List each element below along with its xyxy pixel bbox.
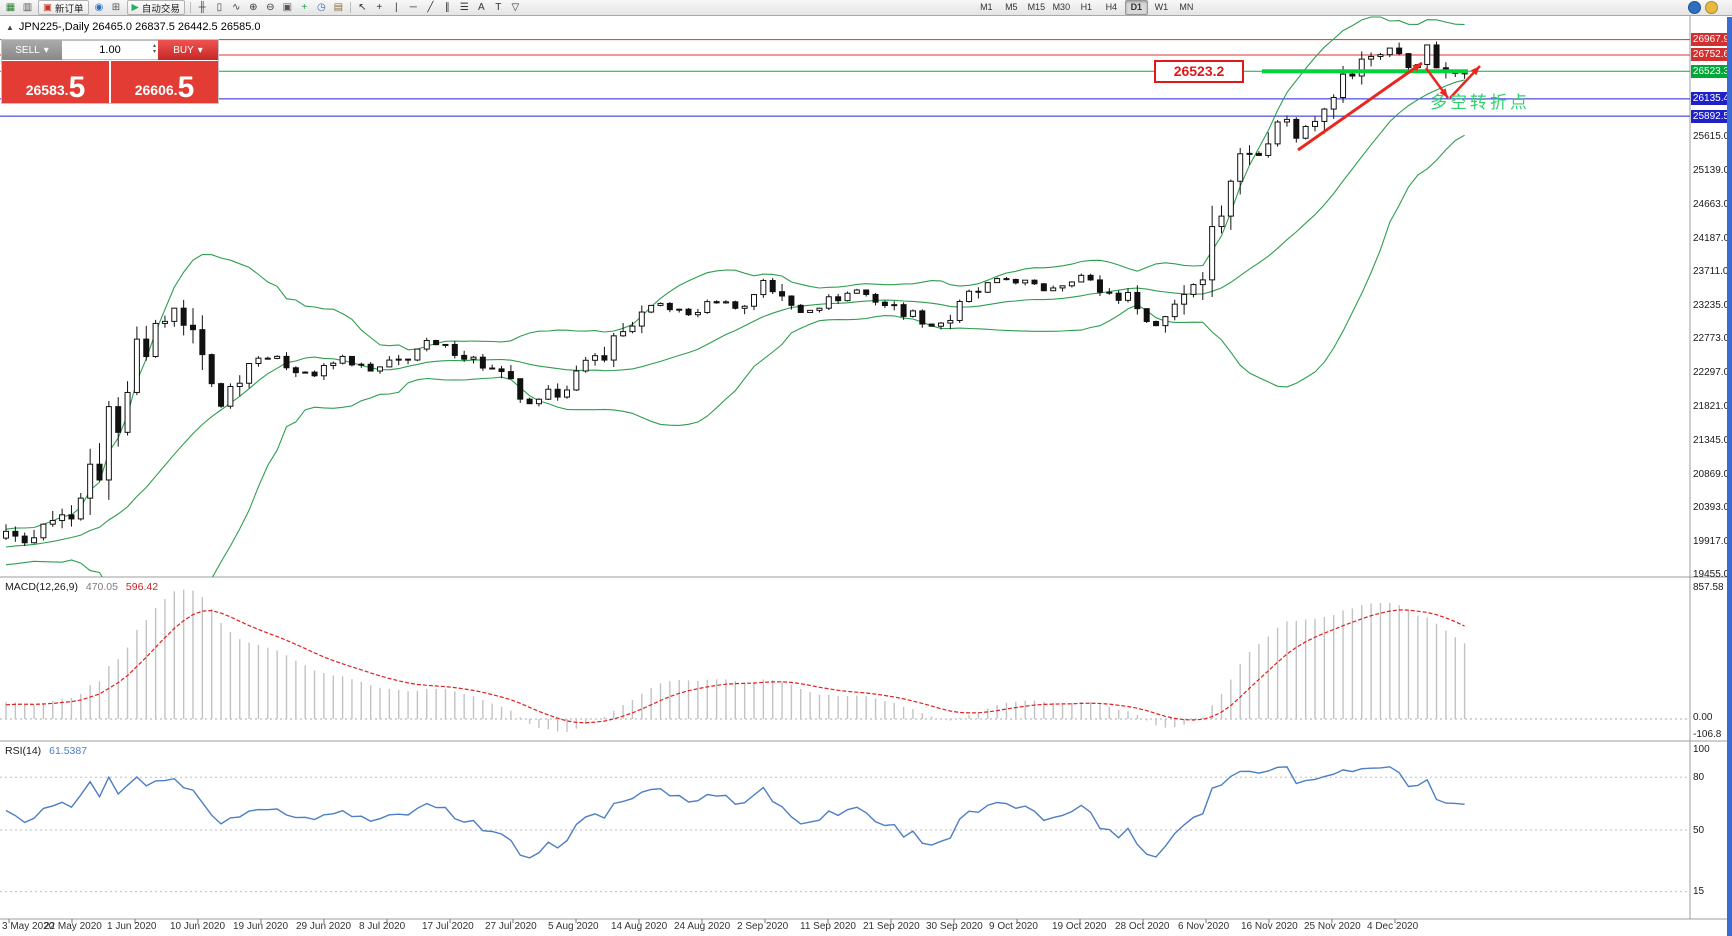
new-chart-icon[interactable]: ▦ <box>5 2 16 13</box>
fibonacci-icon[interactable]: ☰ <box>459 2 469 13</box>
channel-icon[interactable]: ∥ <box>444 2 450 13</box>
timeframe-d1[interactable]: D1 <box>1124 0 1148 15</box>
vertical-line-icon[interactable]: | <box>395 2 398 13</box>
tile-windows-icon[interactable]: ▣ <box>282 2 293 13</box>
cursor-icon[interactable]: ↖ <box>358 2 367 13</box>
volume-input[interactable]: 1.00 ▴ ▾ <box>62 40 158 60</box>
timeframe-m30[interactable]: M30 <box>1052 2 1071 12</box>
timeframe-m15[interactable]: M15 <box>1027 2 1046 12</box>
text-icon[interactable]: A <box>477 2 485 13</box>
indicators-icon[interactable]: + <box>301 2 308 13</box>
buy-price-value: 26606. <box>134 82 178 98</box>
volume-spinner[interactable]: ▴ ▾ <box>153 43 156 55</box>
candlestick-chart-icon[interactable]: ▯ <box>216 2 223 13</box>
timeframe-m5[interactable]: M5 <box>1005 2 1018 12</box>
bar-chart-icon[interactable]: ╫ <box>198 2 206 13</box>
volume-value: 1.00 <box>99 44 121 56</box>
sell-price-button[interactable]: 26583. 5 <box>2 61 109 103</box>
data-window-icon[interactable]: ⊞ <box>111 2 121 13</box>
timeframe-h1[interactable]: H1 <box>1080 2 1093 12</box>
timeframe-m1[interactable]: M1 <box>980 2 993 12</box>
trade-panel-prices: 26583. 5 26606. 5 <box>2 61 218 103</box>
community-icon[interactable] <box>1688 1 1701 14</box>
buy-price-button[interactable]: 26606. 5 <box>111 61 218 103</box>
auto-trading-button[interactable]: ▶ 自动交易 <box>126 0 185 15</box>
toolbar-right-icons <box>1686 1 1720 14</box>
sell-button[interactable]: SELL ▾ <box>2 40 62 60</box>
price-level-annotation[interactable]: 26523.2 <box>1154 60 1244 83</box>
spinner-down-icon: ▾ <box>152 49 156 55</box>
profiles-icon[interactable]: ▥ <box>22 2 33 13</box>
spinner-up-icon: ▴ <box>152 43 156 49</box>
timeframe-w1[interactable]: W1 <box>1154 2 1169 12</box>
timeframe-h4[interactable]: H4 <box>1105 2 1118 12</box>
chevron-down-icon: ▾ <box>197 44 203 56</box>
buy-button-label: BUY <box>173 44 194 56</box>
buy-button[interactable]: BUY ▾ <box>158 40 218 60</box>
window-edge-strip <box>1727 17 1732 936</box>
toolbar-separator <box>189 2 191 13</box>
auto-trading-button-icon: ▶ <box>131 2 139 13</box>
toolbar-separator <box>349 2 351 13</box>
new-order-button-icon: ▣ <box>43 2 52 13</box>
templates-icon[interactable]: ▤ <box>333 2 344 13</box>
one-click-trading-panel: SELL ▾ 1.00 ▴ ▾ BUY ▾ 26583. 5 26606. 5 <box>2 40 218 103</box>
rsi-indicator-label: RSI(14) 61.5387 <box>5 745 87 757</box>
new-order-button[interactable]: ▣ 新订单 <box>38 0 89 15</box>
chart-marker-icon: ▲ <box>6 22 14 32</box>
new-order-button-label: 新订单 <box>54 3 84 15</box>
periods-icon[interactable]: ◷ <box>316 2 326 13</box>
market-watch-icon[interactable]: ◉ <box>94 2 104 13</box>
line-chart-icon[interactable]: ∿ <box>232 2 241 13</box>
rsi-value: 61.5387 <box>49 745 88 757</box>
trendline-icon[interactable]: ╱ <box>427 2 434 13</box>
trade-panel-controls: SELL ▾ 1.00 ▴ ▾ BUY ▾ <box>2 40 218 60</box>
rsi-name: RSI(14) <box>5 745 42 757</box>
zoom-out-icon[interactable]: ⊖ <box>266 2 275 13</box>
turning-point-note[interactable]: 多空转折点 <box>1430 93 1530 112</box>
sell-price-value: 26583. <box>25 82 69 98</box>
macd-indicator-label: MACD(12,26,9) 470.05 596.42 <box>5 581 158 593</box>
macd-name: MACD(12,26,9) <box>5 581 78 593</box>
arrows-icon[interactable]: ▽ <box>511 2 520 13</box>
timeframe-mn[interactable]: MN <box>1179 2 1194 12</box>
chevron-down-icon: ▾ <box>43 44 49 56</box>
symbol-header: ▲ JPN225-,Daily 26465.0 26837.5 26442.5 … <box>6 21 261 33</box>
macd-signal-value: 596.42 <box>125 581 159 593</box>
zoom-in-icon[interactable]: ⊕ <box>249 2 258 13</box>
horizontal-line-icon[interactable]: ─ <box>409 2 417 13</box>
macd-main-value: 470.05 <box>85 581 118 593</box>
label-icon[interactable]: T <box>495 2 502 13</box>
crosshair-icon[interactable]: + <box>376 2 383 13</box>
timeframe-group: M1 M5 M15 M30 H1 H4 D1 W1 MN <box>974 0 1199 15</box>
symbol-ohlc-text: JPN225-,Daily 26465.0 26837.5 26442.5 26… <box>18 21 261 33</box>
sell-price-big-digit: 5 <box>68 70 86 104</box>
toolbar: ▦ ▥ ▣ 新订单 ◉ ⊞ ▶ 自动交易 ╫ ▯ ∿ ⊕ ⊖ ▣ + ◷ ▤ ↖ + | ─ ╱ ∥ ☰ A T ▽ M1 M5 M15 M… <box>0 0 1732 16</box>
sell-button-label: SELL <box>15 44 40 56</box>
buy-price-big-digit: 5 <box>177 70 195 104</box>
news-icon[interactable] <box>1705 1 1718 14</box>
auto-trading-button-label: 自动交易 <box>141 3 180 15</box>
